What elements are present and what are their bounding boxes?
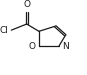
Text: N: N (62, 42, 69, 51)
Text: O: O (29, 42, 36, 51)
Text: O: O (23, 0, 30, 9)
Text: Cl: Cl (0, 26, 9, 35)
